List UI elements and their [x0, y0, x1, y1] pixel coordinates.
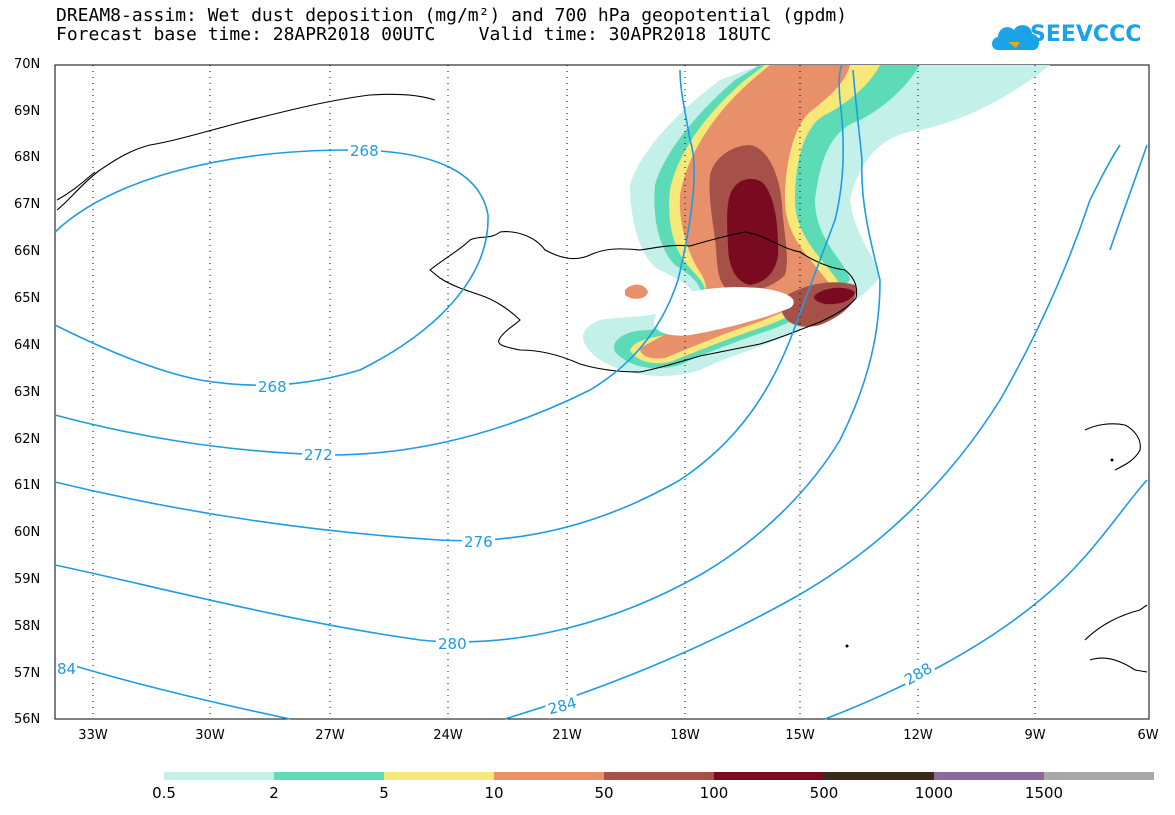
- lat-label: 65N: [14, 291, 41, 306]
- colorbar-label: 100: [699, 784, 729, 802]
- lon-label: 9W: [1024, 728, 1046, 743]
- lat-label: 59N: [14, 572, 41, 587]
- lat-label: 62N: [14, 432, 41, 447]
- colorbar-label: 0.5: [152, 784, 176, 802]
- colorbar-label: 5: [379, 784, 389, 802]
- colorbar-label: 2: [269, 784, 279, 802]
- geopotential-contours: [54, 64, 1148, 720]
- colorbar-label: 10: [484, 784, 504, 802]
- contour-label-268-bottom: 268: [256, 378, 289, 396]
- colorbar-segment: [604, 772, 714, 780]
- lat-label: 63N: [14, 385, 41, 400]
- lon-label: 27W: [315, 728, 345, 743]
- lat-label: 70N: [14, 57, 41, 72]
- colorbar-label: 1000: [914, 784, 954, 802]
- lon-label: 18W: [670, 728, 700, 743]
- chart-subtitle: Forecast base time: 28APR2018 00UTC Vali…: [56, 24, 772, 45]
- lat-label: 61N: [14, 478, 41, 493]
- map-frame: [54, 64, 1150, 720]
- coastlines: [56, 93, 1148, 673]
- colorbar-segment: [164, 772, 274, 780]
- lon-label: 21W: [552, 728, 582, 743]
- lat-label: 64N: [14, 338, 41, 353]
- colorbar-label: 500: [809, 784, 839, 802]
- colorbar-segment: [714, 772, 824, 780]
- lon-label: 33W: [78, 728, 108, 743]
- contour-label-276: 276: [462, 533, 495, 551]
- colorbar-segment: [384, 772, 494, 780]
- lon-label: 30W: [195, 728, 225, 743]
- lon-label: 12W: [903, 728, 933, 743]
- lat-label: 57N: [14, 666, 41, 681]
- contour-label-272: 272: [302, 446, 335, 464]
- contour-label-284-left: 84: [56, 660, 78, 678]
- lat-label: 58N: [14, 619, 41, 634]
- lat-label: 69N: [14, 104, 41, 119]
- coastline-islands: [845, 458, 1114, 648]
- logo-text: SEEVCCC: [1030, 22, 1142, 47]
- colorbar-segment: [934, 772, 1044, 780]
- colorbar: [164, 772, 1154, 780]
- lon-label: 15W: [785, 728, 815, 743]
- contour-label-268-top: 268: [348, 142, 381, 160]
- lat-label: 60N: [14, 525, 41, 540]
- cloud-icon: [992, 25, 1040, 50]
- lon-label: 24W: [433, 728, 463, 743]
- lat-label: 56N: [14, 712, 41, 727]
- colorbar-segment: [274, 772, 384, 780]
- dust-deposition-field: [583, 65, 1050, 376]
- lat-label: 66N: [14, 244, 41, 259]
- lat-label: 68N: [14, 150, 41, 165]
- colorbar-segment: [494, 772, 604, 780]
- lat-label: 67N: [14, 197, 41, 212]
- contour-label-280: 280: [436, 635, 469, 653]
- colorbar-label: 50: [594, 784, 614, 802]
- chart-title: DREAM8-assim: Wet dust deposition (mg/m²…: [56, 5, 848, 26]
- colorbar-label: 1500: [1024, 784, 1064, 802]
- colorbar-segment: [824, 772, 934, 780]
- colorbar-segment: [1044, 772, 1154, 780]
- lon-label: 6W: [1137, 728, 1159, 743]
